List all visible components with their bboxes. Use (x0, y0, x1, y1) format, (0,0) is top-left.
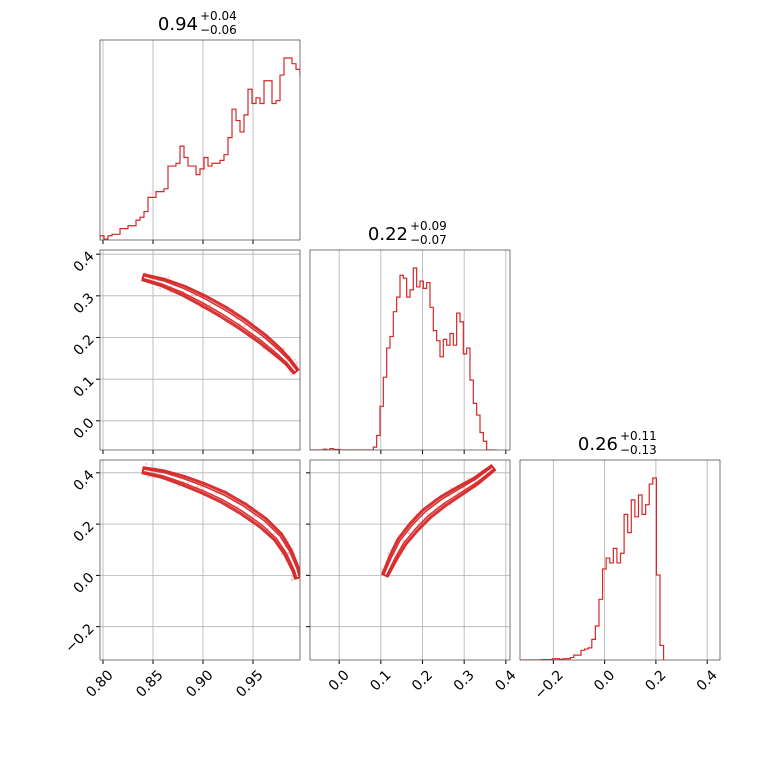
contour-level-3 (380, 463, 497, 578)
scatter-sample (209, 304, 212, 307)
scatter-sample (199, 485, 203, 488)
scatter-sample (291, 578, 294, 582)
scatter-sample (425, 512, 429, 515)
y-tick-label: 0.4 (71, 467, 98, 494)
title-minus: −0.06 (200, 23, 237, 37)
x-tick-label: 0.2 (409, 667, 436, 694)
x-tick-label: 0.4 (492, 667, 519, 694)
x-tick-label: 0.3 (451, 667, 478, 694)
hist-panel-0-frame (99, 39, 301, 241)
scatter-sample (145, 462, 148, 465)
y-tick-label: 0.2 (71, 518, 98, 545)
scatter-sample (293, 358, 297, 361)
title-median: 0.22 (368, 224, 408, 245)
y-tick-label: 0.1 (71, 374, 98, 401)
scatter-sample (295, 361, 299, 364)
x-tick-label: −0.2 (532, 667, 567, 702)
scatter-sample (280, 552, 283, 556)
y-tick-label: 0.3 (71, 290, 98, 317)
scatter-sample (436, 505, 439, 508)
scatter-sample (457, 491, 460, 494)
x-tick-label: 0.0 (591, 667, 618, 694)
histogram-step-line (310, 267, 497, 450)
x-tick-label: 0.80 (83, 667, 116, 700)
histogram-step-line (100, 57, 300, 240)
pair-panel-0-frame (99, 249, 301, 451)
scatter-sample (177, 485, 180, 488)
scatter-sample (147, 475, 150, 478)
scatter-sample (418, 520, 421, 523)
contour-level-2 (141, 466, 300, 580)
scatter-sample (187, 481, 190, 485)
param-title-0: 0.94 +0.04−0.06 (158, 9, 237, 37)
contour-level-1 (141, 467, 300, 580)
pair-panel-content (141, 462, 303, 582)
scatter-sample (215, 492, 218, 495)
x-tick-label: 0.95 (233, 667, 266, 700)
title-plus: +0.04 (200, 9, 237, 23)
scatter-sample (158, 287, 162, 290)
param-title-1: 0.22 +0.09−0.07 (368, 219, 447, 247)
y-tick-label: 0.0 (71, 415, 98, 442)
scatter-sample (190, 293, 193, 297)
y-tick-label: 0.2 (71, 332, 98, 359)
y-tick-label: 0.4 (71, 248, 98, 275)
contour-level-3 (141, 466, 300, 580)
pair-panel-content (141, 272, 300, 376)
scatter-sample (467, 476, 470, 479)
scatter-sample (150, 464, 153, 467)
x-tick-label: 0.1 (367, 667, 394, 694)
contour-level-2 (381, 464, 496, 578)
title-plus: +0.09 (410, 219, 447, 233)
contour-level-3 (141, 272, 300, 375)
scatter-sample (291, 575, 294, 578)
scatter-sample (287, 552, 290, 555)
title-minus: −0.07 (410, 233, 447, 247)
scatter-sample (273, 532, 276, 535)
scatter-sample (462, 487, 465, 490)
y-tick-label: 0.0 (71, 570, 98, 597)
title-median: 0.26 (578, 434, 618, 455)
x-tick-label: 0.90 (183, 667, 216, 700)
scatter-sample (273, 348, 276, 351)
pair-panel-1-frame (99, 459, 301, 661)
x-tick-label: 0.2 (642, 667, 669, 694)
title-median: 0.94 (158, 14, 198, 35)
scatter-sample (282, 347, 286, 350)
x-tick-label: 0.4 (694, 667, 721, 694)
hist-panel-1-frame (309, 249, 511, 451)
pair-panel-2-frame (309, 459, 511, 661)
hist-panel-2-frame (519, 459, 721, 661)
scatter-sample (167, 276, 170, 279)
pair-panel-content (380, 463, 497, 578)
contour-level-1 (141, 274, 299, 374)
scatter-sample (401, 539, 405, 542)
title-minus: −0.13 (620, 443, 657, 457)
scatter-sample (301, 567, 303, 569)
y-tick-label: −0.2 (62, 621, 97, 656)
title-plus: +0.11 (620, 429, 657, 443)
contour-level-2 (141, 273, 300, 375)
x-tick-label: 0.0 (326, 667, 353, 694)
scatter-sample (290, 373, 293, 376)
scatter-sample (168, 290, 171, 294)
histogram-step-line (520, 477, 665, 660)
param-title-2: 0.26 +0.11−0.13 (578, 429, 657, 457)
scatter-sample (407, 532, 411, 535)
scatter-sample (387, 552, 390, 555)
x-tick-label: 0.85 (133, 667, 166, 700)
